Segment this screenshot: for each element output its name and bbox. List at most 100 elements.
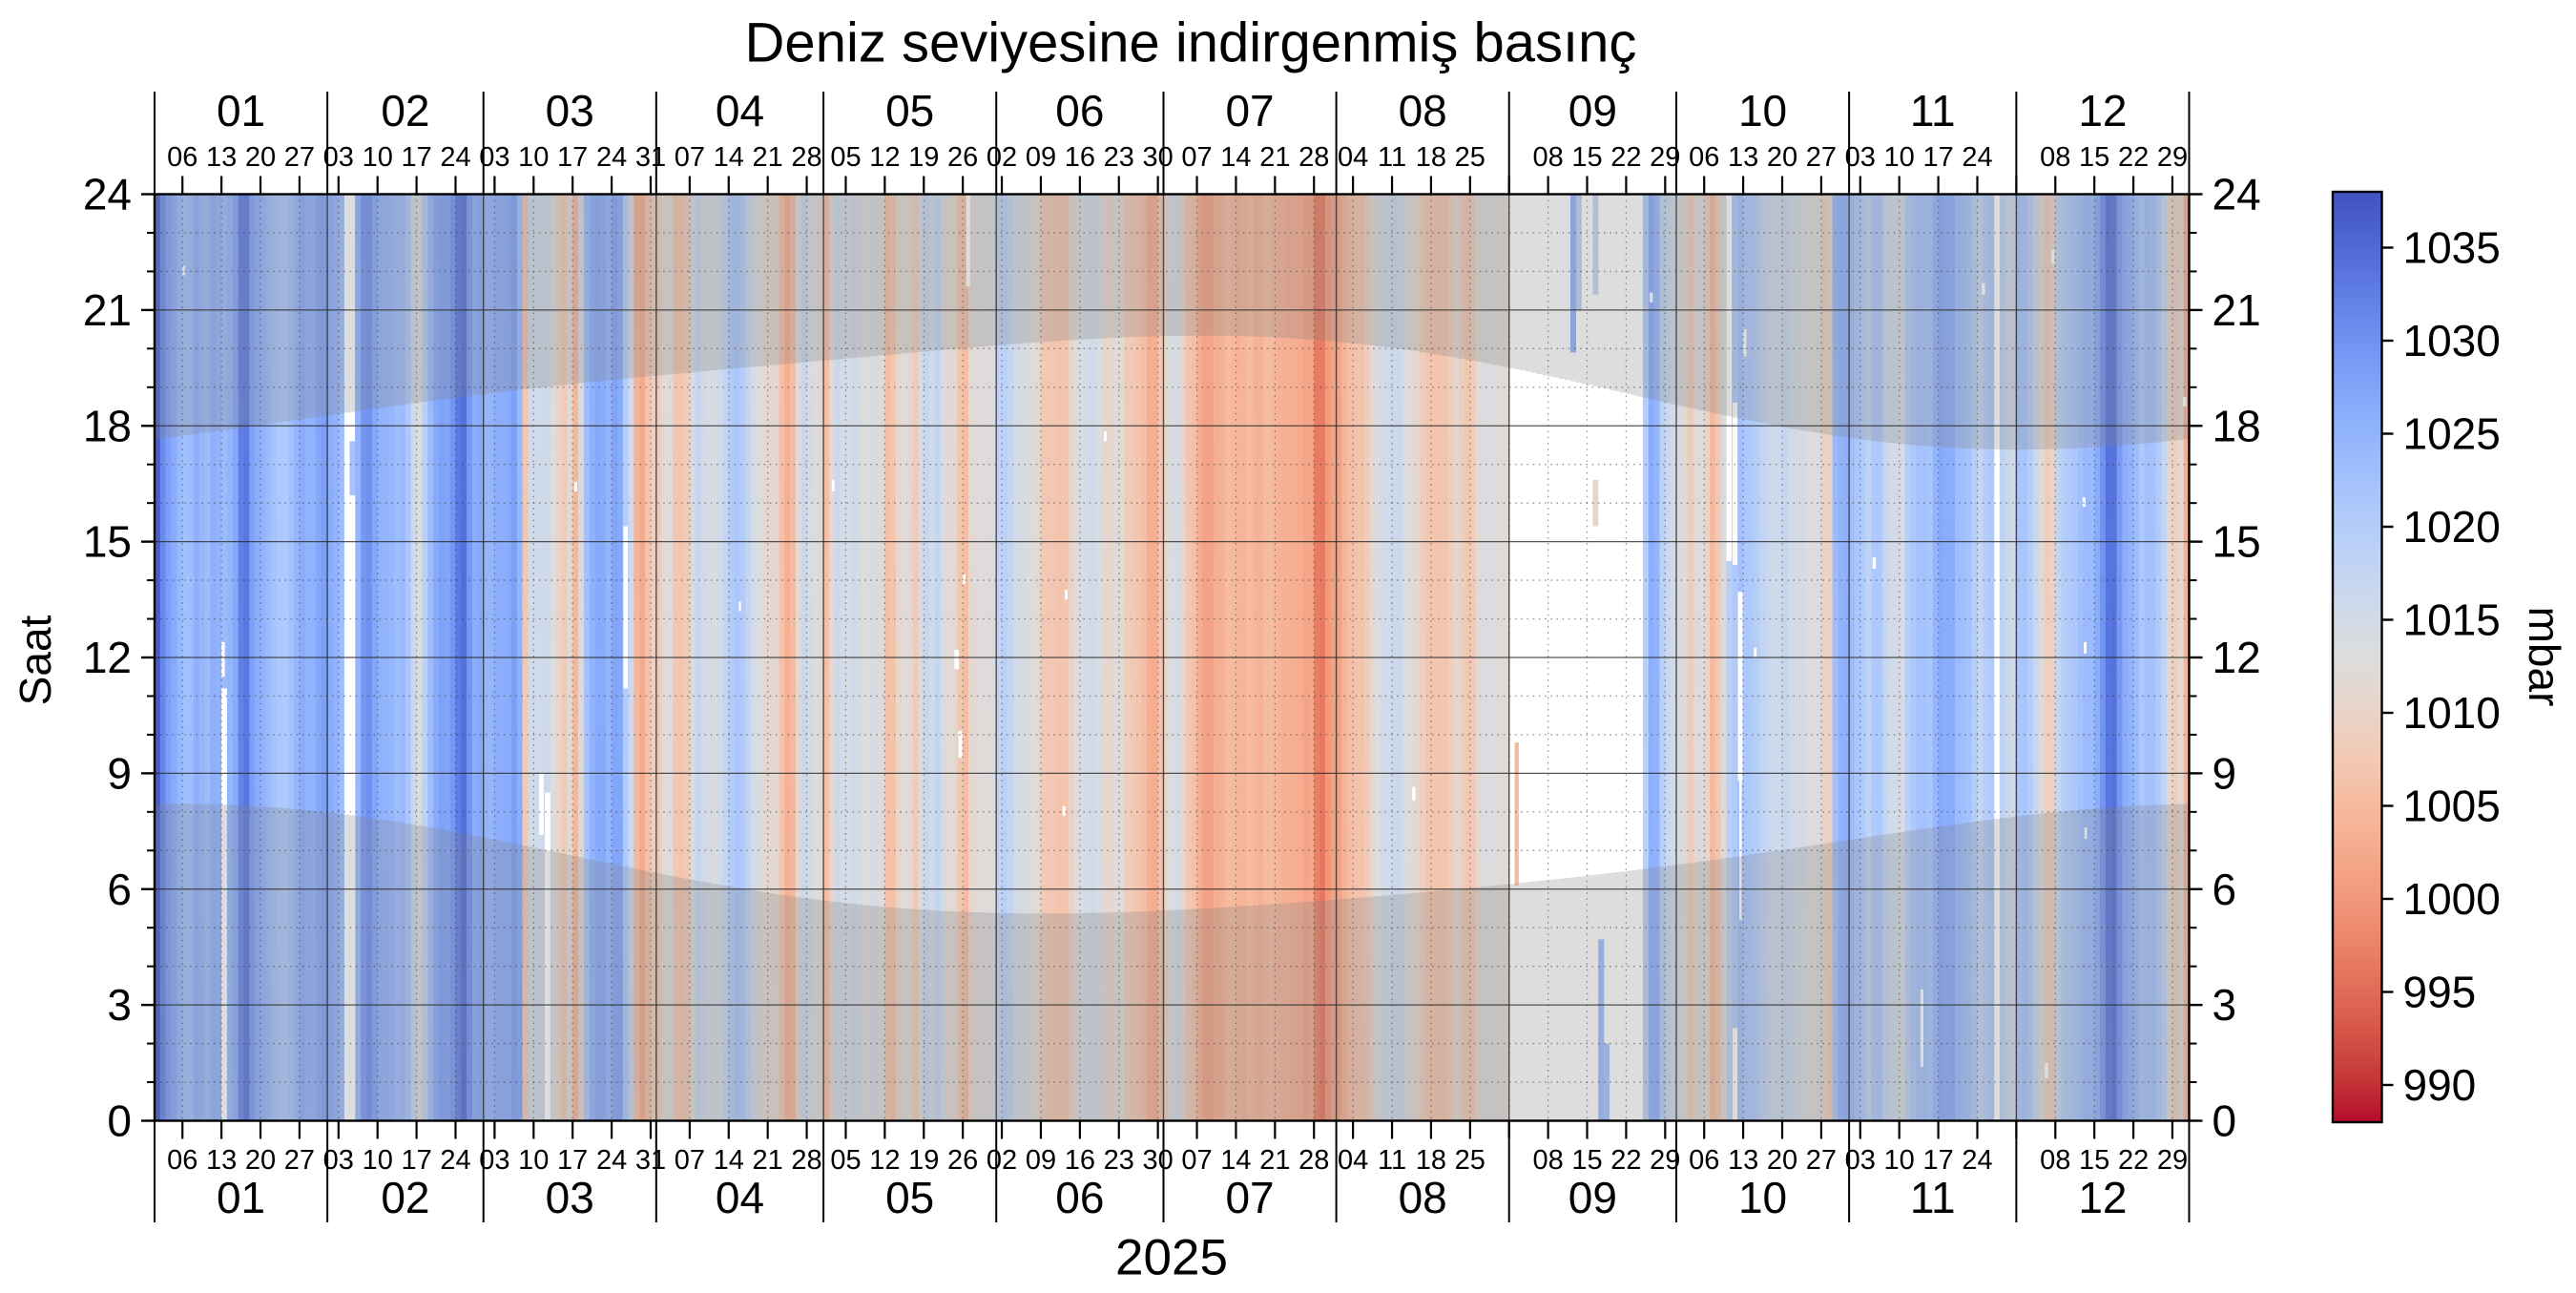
svg-text:06: 06 [167, 142, 197, 173]
svg-text:05: 05 [830, 142, 861, 173]
svg-text:3: 3 [2212, 980, 2237, 1030]
svg-text:15: 15 [1571, 1145, 1602, 1176]
svg-text:09: 09 [1568, 86, 1617, 136]
svg-text:995: 995 [2403, 968, 2477, 1017]
svg-text:05: 05 [885, 86, 934, 136]
svg-text:18: 18 [2212, 401, 2261, 450]
svg-text:07: 07 [1225, 1173, 1274, 1222]
svg-text:03: 03 [546, 86, 594, 136]
svg-text:12: 12 [83, 633, 132, 682]
svg-text:19: 19 [908, 1145, 939, 1176]
svg-text:09: 09 [1026, 1145, 1056, 1176]
svg-text:22: 22 [1610, 1145, 1641, 1176]
svg-text:10: 10 [1884, 1145, 1915, 1176]
svg-text:27: 27 [1806, 142, 1837, 173]
svg-text:9: 9 [2212, 748, 2237, 798]
svg-text:06: 06 [1055, 1173, 1104, 1222]
svg-text:29: 29 [2157, 1145, 2188, 1176]
svg-text:02: 02 [381, 1173, 429, 1222]
svg-text:13: 13 [206, 142, 237, 173]
svg-text:21: 21 [753, 142, 783, 173]
svg-text:09: 09 [1026, 142, 1056, 173]
svg-text:10: 10 [518, 1145, 549, 1176]
svg-text:18: 18 [1416, 142, 1446, 173]
svg-text:06: 06 [1055, 86, 1104, 136]
svg-text:14: 14 [714, 142, 744, 173]
svg-text:20: 20 [1767, 1145, 1797, 1176]
svg-text:14: 14 [1220, 142, 1251, 173]
svg-text:17: 17 [557, 142, 588, 173]
svg-text:05: 05 [830, 1145, 861, 1176]
svg-text:08: 08 [1532, 1145, 1563, 1176]
svg-text:990: 990 [2403, 1060, 2477, 1110]
svg-text:01: 01 [217, 86, 265, 136]
svg-text:10: 10 [1738, 1173, 1787, 1222]
svg-text:27: 27 [284, 1145, 315, 1176]
svg-text:22: 22 [2118, 142, 2149, 173]
svg-text:17: 17 [557, 1145, 588, 1176]
svg-text:17: 17 [401, 1145, 431, 1176]
svg-text:1010: 1010 [2403, 688, 2501, 738]
svg-text:07: 07 [1225, 86, 1274, 136]
svg-text:04: 04 [1338, 1145, 1368, 1176]
svg-text:12: 12 [869, 1145, 900, 1176]
svg-text:28: 28 [1298, 1145, 1329, 1176]
svg-text:17: 17 [401, 142, 431, 173]
svg-text:08: 08 [1399, 86, 1447, 136]
svg-text:02: 02 [987, 142, 1017, 173]
svg-text:28: 28 [791, 1145, 821, 1176]
svg-text:08: 08 [2040, 1145, 2070, 1176]
svg-text:0: 0 [2212, 1096, 2237, 1146]
svg-text:01: 01 [217, 1173, 265, 1222]
svg-text:28: 28 [1298, 142, 1329, 173]
svg-text:13: 13 [1728, 1145, 1758, 1176]
svg-text:Saat: Saat [10, 615, 60, 705]
svg-text:12: 12 [2212, 633, 2261, 682]
svg-text:21: 21 [83, 285, 132, 335]
svg-text:18: 18 [83, 401, 132, 450]
svg-text:08: 08 [1532, 142, 1563, 173]
svg-text:07: 07 [1181, 1145, 1212, 1176]
svg-text:06: 06 [167, 1145, 197, 1176]
svg-text:28: 28 [791, 142, 821, 173]
svg-text:15: 15 [2212, 517, 2261, 567]
svg-text:31: 31 [635, 142, 666, 173]
svg-text:10: 10 [363, 142, 393, 173]
svg-text:1025: 1025 [2403, 409, 2501, 459]
svg-text:04: 04 [716, 86, 764, 136]
svg-text:20: 20 [245, 142, 276, 173]
svg-text:24: 24 [440, 142, 470, 173]
svg-text:1000: 1000 [2403, 874, 2501, 924]
svg-text:12: 12 [2078, 1173, 2127, 1222]
svg-text:24: 24 [83, 170, 132, 219]
svg-text:mbar: mbar [2520, 607, 2569, 707]
svg-text:12: 12 [2078, 86, 2127, 136]
svg-text:30: 30 [1143, 142, 1174, 173]
svg-text:27: 27 [284, 142, 315, 173]
svg-text:21: 21 [1259, 142, 1290, 173]
svg-text:2025: 2025 [1115, 1230, 1228, 1286]
svg-text:29: 29 [2157, 142, 2188, 173]
svg-text:20: 20 [245, 1145, 276, 1176]
svg-text:Deniz seviyesine indirgenmiş b: Deniz seviyesine indirgenmiş basınç [745, 12, 1637, 74]
svg-text:31: 31 [635, 1145, 666, 1176]
svg-text:0: 0 [107, 1096, 132, 1146]
svg-text:15: 15 [83, 517, 132, 567]
svg-text:10: 10 [363, 1145, 393, 1176]
svg-text:08: 08 [1399, 1173, 1447, 1222]
svg-text:26: 26 [947, 1145, 978, 1176]
svg-text:09: 09 [1568, 1173, 1617, 1222]
svg-text:13: 13 [206, 1145, 237, 1176]
svg-text:06: 06 [1689, 1145, 1719, 1176]
svg-text:07: 07 [675, 142, 705, 173]
svg-text:08: 08 [2040, 142, 2070, 173]
svg-text:15: 15 [2079, 142, 2109, 173]
svg-text:26: 26 [947, 142, 978, 173]
svg-text:6: 6 [107, 865, 132, 914]
svg-text:10: 10 [1738, 86, 1787, 136]
svg-text:3: 3 [107, 980, 132, 1030]
svg-text:14: 14 [714, 1145, 744, 1176]
svg-text:25: 25 [1455, 142, 1485, 173]
svg-text:24: 24 [1962, 142, 1992, 173]
svg-text:9: 9 [107, 748, 132, 798]
